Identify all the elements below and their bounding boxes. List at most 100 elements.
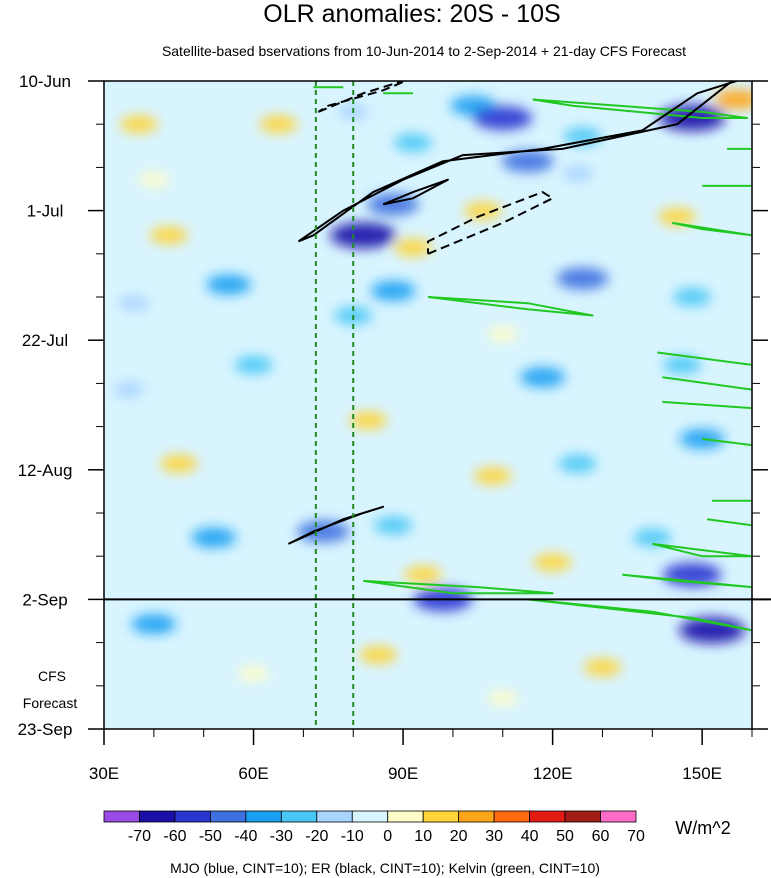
- colorbar-label: 70: [627, 828, 645, 845]
- colorbar-swatch: [564, 810, 601, 823]
- kelvin-contour: [427, 296, 594, 317]
- cfs-forecast-label-line2: Forecast: [23, 695, 78, 711]
- kelvin-contour: [671, 221, 752, 237]
- olr-anomaly-patch: [487, 326, 519, 343]
- colorbar-label: -40: [234, 828, 257, 845]
- olr-anomaly-patch: [556, 267, 609, 290]
- olr-anomaly-patch: [679, 617, 746, 644]
- colorbar: -70 -60 -50 -40 -30 -20 -10 0 10 20 30 40 50 60 70: [103, 810, 645, 845]
- olr-anomaly-patch: [663, 355, 702, 374]
- x-tick-label: 150E: [682, 764, 722, 783]
- x-axis: 30E 60E 90E 120E 150E: [89, 729, 753, 783]
- kelvin-contour: [527, 598, 752, 632]
- er-contour: [317, 81, 409, 113]
- y-tick-label: 22-Jul: [22, 331, 68, 350]
- colorbar-swatch: [174, 810, 211, 823]
- y-axis: 10-Jun 1-Jul 22-Jul 12-Aug 2-Sep 23-Sep: [18, 72, 768, 739]
- colorbar-swatch: [600, 810, 637, 823]
- plot-background: [104, 81, 752, 729]
- kelvin-contour: [706, 518, 752, 527]
- colorbar-label: 30: [485, 828, 503, 845]
- olr-anomaly-patch: [404, 565, 443, 584]
- olr-anomaly-patch: [259, 115, 298, 134]
- chart-title: OLR anomalies: 20S - 10S: [263, 0, 560, 28]
- kelvin-contour: [702, 437, 752, 447]
- y-tick-label: 10-Jun: [19, 72, 71, 91]
- colorbar-label: 10: [414, 828, 432, 845]
- colorbar-swatch: [387, 810, 424, 823]
- olr-anomaly-patch: [374, 516, 413, 535]
- colorbar-swatch: [422, 810, 460, 823]
- olr-anomaly-patch: [558, 454, 597, 473]
- plot-frame: [103, 80, 753, 730]
- olr-anomaly-patch: [238, 665, 270, 682]
- colorbar-swatch: [458, 810, 495, 823]
- y-tick-label: 1-Jul: [27, 202, 64, 221]
- colorbar-label: 40: [521, 828, 539, 845]
- olr-anomaly-patch: [206, 274, 252, 295]
- anomaly-shading: [113, 89, 752, 707]
- chart-subtitle: Satellite-based bservations from 10-Jun-…: [162, 43, 686, 59]
- colorbar-label: -30: [270, 828, 293, 845]
- olr-anomaly-patch: [113, 381, 145, 398]
- olr-anomaly-patch: [583, 658, 622, 677]
- cfs-forecast-label-line1: CFS: [38, 668, 66, 684]
- colorbar-swatch: [351, 810, 389, 823]
- olr-anomaly-patch: [394, 238, 433, 257]
- colorbar-label: -70: [128, 828, 151, 845]
- plot-area: [104, 81, 752, 729]
- colorbar-swatch: [245, 810, 282, 823]
- olr-anomaly-patch: [658, 207, 697, 226]
- y-tick-label: 2-Sep: [22, 590, 67, 609]
- er-contour: [382, 178, 449, 206]
- olr-anomaly-patch: [118, 295, 150, 312]
- colorbar-label: -60: [163, 828, 186, 845]
- kelvin-contour: [657, 351, 752, 366]
- olr-anomaly-patch: [159, 454, 198, 473]
- colorbar-unit-label: W/m^2: [675, 818, 730, 838]
- olr-anomaly-patch: [138, 171, 170, 188]
- colorbar-label: 50: [556, 828, 574, 845]
- olr-anomaly-patch: [191, 527, 237, 548]
- olr-anomaly-patch: [473, 106, 533, 131]
- olr-anomaly-patch: [149, 226, 188, 245]
- kelvin-contour: [662, 376, 752, 391]
- colorbar-label: 60: [592, 828, 610, 845]
- reference-longitude-lines: [314, 81, 355, 729]
- olr-anomaly-patch: [234, 355, 273, 374]
- olr-anomaly-patch: [633, 528, 672, 547]
- y-tick-label: 23-Sep: [18, 720, 73, 739]
- kelvin-contour: [622, 573, 752, 589]
- olr-anomaly-patch: [119, 115, 158, 134]
- olr-anomaly-patch: [370, 280, 416, 301]
- colorbar-swatch: [209, 810, 247, 823]
- colorbar-swatch: [493, 810, 530, 823]
- olr-anomaly-patch: [673, 288, 712, 306]
- colorbar-label: -10: [341, 828, 364, 845]
- olr-anomaly-patch: [473, 466, 512, 485]
- kelvin-contour: [662, 400, 752, 410]
- olr-anomaly-patch: [501, 150, 554, 173]
- er-contour: [287, 505, 385, 545]
- er-contour: [297, 81, 740, 243]
- olr-anomaly-patch: [394, 133, 433, 152]
- olr-anomaly-patch: [714, 89, 752, 110]
- olr-anomaly-patch: [297, 520, 350, 543]
- colorbar-swatch: [529, 810, 566, 823]
- olr-anomaly-patch: [520, 367, 566, 388]
- olr-anomaly-patch: [131, 614, 177, 635]
- olr-anomaly-patch: [367, 193, 420, 216]
- kelvin-contour: [652, 542, 752, 558]
- olr-anomaly-patch: [349, 411, 388, 430]
- olr-anomaly-patch: [679, 428, 725, 449]
- colorbar-swatch: [316, 810, 353, 823]
- olr-anomaly-patch: [533, 553, 572, 572]
- x-tick-label: 90E: [388, 764, 418, 783]
- wave-filtered-contours: [287, 81, 752, 632]
- olr-anomaly-patch: [487, 690, 519, 707]
- olr-anomaly-patch: [562, 165, 594, 182]
- x-tick-label: 30E: [89, 764, 119, 783]
- y-tick-label: 12-Aug: [18, 461, 73, 480]
- colorbar-label: -20: [305, 828, 328, 845]
